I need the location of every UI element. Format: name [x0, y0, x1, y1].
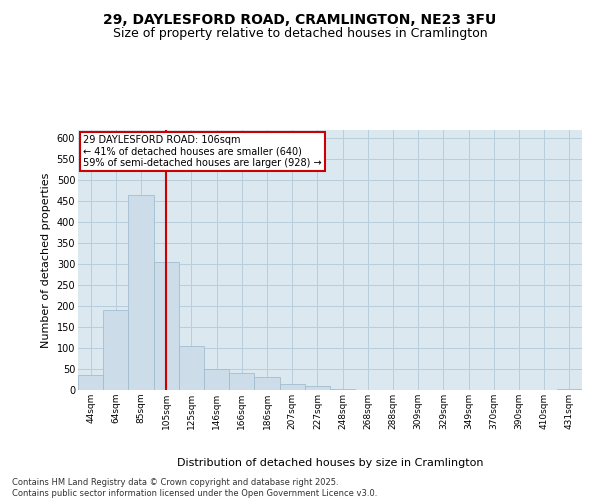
- Bar: [154, 262, 179, 390]
- Bar: [103, 310, 128, 390]
- Text: 29, DAYLESFORD ROAD, CRAMLINGTON, NE23 3FU: 29, DAYLESFORD ROAD, CRAMLINGTON, NE23 3…: [103, 12, 497, 26]
- Text: 29 DAYLESFORD ROAD: 106sqm
← 41% of detached houses are smaller (640)
59% of sem: 29 DAYLESFORD ROAD: 106sqm ← 41% of deta…: [83, 135, 322, 168]
- Bar: [128, 195, 154, 390]
- Bar: [204, 369, 229, 390]
- Text: Distribution of detached houses by size in Cramlington: Distribution of detached houses by size …: [177, 458, 483, 468]
- Text: Size of property relative to detached houses in Cramlington: Size of property relative to detached ho…: [113, 28, 487, 40]
- Bar: [254, 378, 280, 390]
- Y-axis label: Number of detached properties: Number of detached properties: [41, 172, 51, 348]
- Bar: [280, 384, 305, 390]
- Bar: [330, 389, 355, 390]
- Bar: [305, 386, 330, 390]
- Bar: [78, 376, 103, 390]
- Bar: [229, 373, 254, 390]
- Bar: [557, 389, 582, 390]
- Bar: [179, 346, 204, 390]
- Text: Contains HM Land Registry data © Crown copyright and database right 2025.
Contai: Contains HM Land Registry data © Crown c…: [12, 478, 377, 498]
